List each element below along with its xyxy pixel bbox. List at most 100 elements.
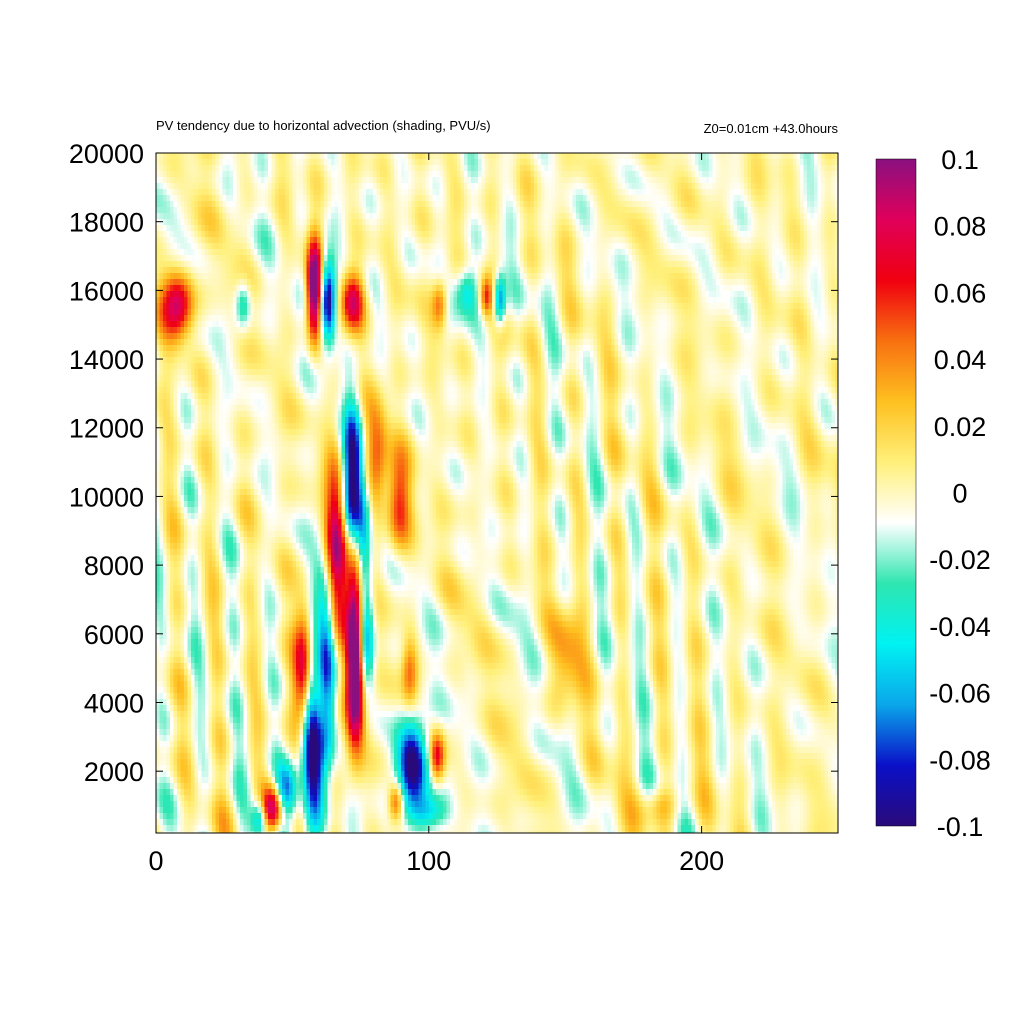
heatmap-cell (236, 183, 241, 190)
heatmap-cell (303, 249, 307, 256)
heatmap-cell (719, 165, 724, 172)
heatmap-cell (299, 243, 304, 250)
heatmap-cell (404, 267, 409, 274)
heatmap-cell (541, 219, 545, 226)
heatmap-cell (712, 279, 717, 286)
heatmap-cell (726, 243, 731, 250)
heatmap-cell (768, 267, 773, 274)
heatmap-cell (404, 183, 409, 190)
heatmap-cell (275, 237, 279, 244)
heatmap-cell (317, 231, 321, 238)
heatmap-cell (268, 225, 272, 232)
heatmap-cell (642, 165, 647, 172)
heatmap-cell (625, 165, 629, 172)
heatmap-cell (698, 285, 703, 292)
heatmap-cell (408, 195, 412, 202)
heatmap-cell (597, 165, 601, 172)
heatmap-cell (625, 189, 629, 196)
heatmap-cell (688, 153, 692, 160)
heatmap-cell (803, 291, 808, 298)
heatmap-cell (558, 255, 563, 262)
heatmap-cell (376, 291, 381, 298)
heatmap-cell (310, 267, 314, 274)
heatmap-cell (835, 285, 838, 292)
heatmap-cell (821, 213, 825, 220)
heatmap-cell (642, 183, 647, 190)
heatmap-cell (362, 153, 367, 160)
heatmap-cell (163, 279, 167, 286)
heatmap-cell (649, 261, 654, 268)
heatmap-cell (534, 231, 538, 238)
heatmap-cell (166, 213, 171, 220)
heatmap-cell (572, 219, 577, 226)
heatmap-cell (600, 159, 605, 166)
heatmap-cell (247, 285, 251, 292)
heatmap-cell (446, 183, 451, 190)
heatmap-cell (415, 267, 419, 274)
heatmap-cell (240, 249, 244, 256)
heatmap-cell (719, 285, 724, 292)
heatmap-cell (219, 159, 223, 166)
heatmap-cell (163, 237, 167, 244)
heatmap-cell (401, 213, 405, 220)
heatmap-cell (800, 165, 804, 172)
heatmap-cell (828, 237, 832, 244)
heatmap-cell (236, 297, 241, 304)
heatmap-cell (663, 291, 668, 298)
heatmap-cell (761, 189, 766, 196)
heatmap-cell (163, 171, 167, 178)
heatmap-cell (436, 153, 440, 160)
heatmap-cell (835, 183, 838, 190)
heatmap-cell (565, 165, 570, 172)
heatmap-cell (534, 189, 538, 196)
heatmap-cell (579, 255, 584, 262)
heatmap-cell (264, 183, 269, 190)
heatmap-cell (527, 231, 531, 238)
heatmap-cell (471, 177, 475, 184)
heatmap-cell (516, 195, 521, 202)
heatmap-cell (250, 165, 255, 172)
heatmap-cell (527, 213, 531, 220)
heatmap-cell (397, 225, 402, 232)
heatmap-cell (327, 249, 332, 256)
heatmap-cell (380, 207, 384, 214)
heatmap-cell (775, 273, 780, 280)
heatmap-cell (656, 171, 661, 178)
heatmap-cell (401, 189, 405, 196)
heatmap-cell (387, 273, 391, 280)
heatmap-cell (159, 153, 164, 160)
heatmap-cell (565, 231, 570, 238)
heatmap-cell (387, 195, 391, 202)
heatmap-cell (737, 183, 741, 190)
heatmap-cell (527, 219, 531, 226)
heatmap-cell (355, 177, 360, 184)
heatmap-cell (726, 189, 731, 196)
heatmap-cell (828, 195, 832, 202)
heatmap-cell (383, 255, 388, 262)
heatmap-cell (835, 261, 838, 268)
heatmap-cell (243, 237, 248, 244)
heatmap-cell (422, 177, 426, 184)
heatmap-cell (492, 171, 496, 178)
heatmap-cell (292, 255, 297, 262)
heatmap-cell (429, 243, 433, 250)
heatmap-cell (709, 297, 713, 304)
heatmap-cell (397, 273, 402, 280)
heatmap-cell (233, 171, 237, 178)
heatmap-cell (464, 183, 468, 190)
heatmap-cell (166, 159, 171, 166)
heatmap-cell (254, 231, 258, 238)
heatmap-cell (488, 231, 493, 238)
heatmap-cell (177, 267, 181, 274)
heatmap-cell (453, 219, 458, 226)
heatmap-cell (282, 165, 286, 172)
heatmap-cell (264, 237, 269, 244)
heatmap-cell (324, 153, 328, 160)
heatmap-cell (628, 189, 633, 196)
heatmap-cell (611, 195, 615, 202)
heatmap-cell (408, 249, 412, 256)
heatmap-cell (397, 255, 402, 262)
heatmap-cell (621, 195, 626, 202)
heatmap-cell (649, 225, 654, 232)
heatmap-cell (691, 243, 696, 250)
